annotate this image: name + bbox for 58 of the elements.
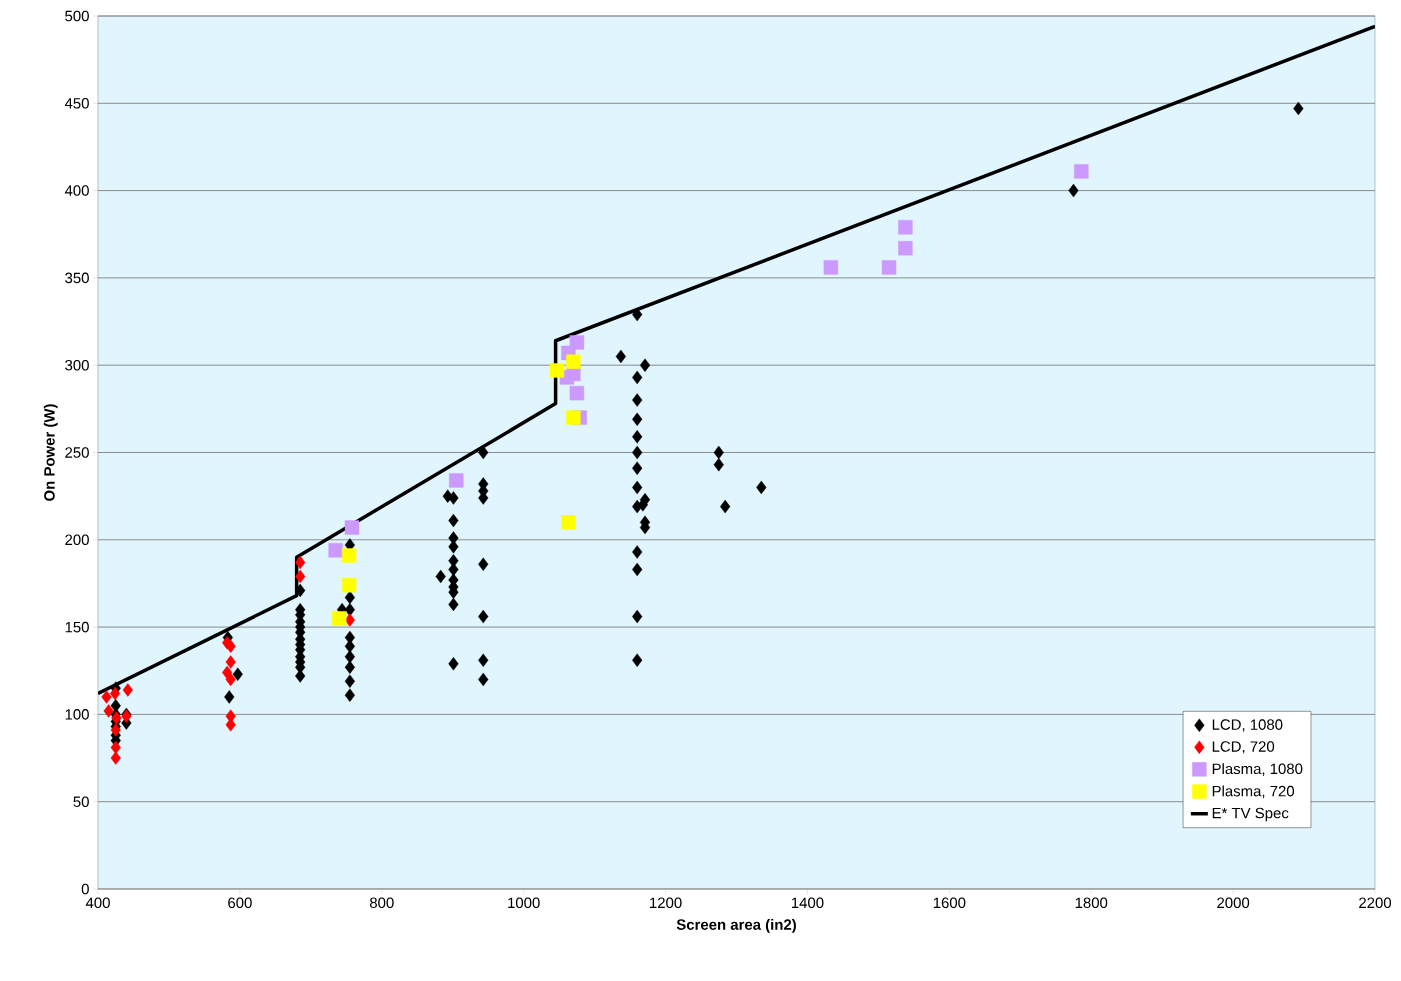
point <box>566 410 581 425</box>
point <box>561 515 576 530</box>
y-tick-label: 300 <box>65 359 89 371</box>
point <box>225 672 236 687</box>
point <box>898 220 913 235</box>
point <box>225 718 236 732</box>
y-tick-label: 50 <box>73 796 89 807</box>
point <box>1074 164 1089 179</box>
point <box>341 548 357 563</box>
x-axis-title: Screen area (in2) <box>676 918 796 933</box>
y-tick-label: 500 <box>65 10 89 22</box>
x-tick-label: 600 <box>228 897 252 909</box>
point <box>341 577 357 593</box>
x-tick-label: 1800 <box>1075 897 1108 909</box>
y-tick-label: 350 <box>65 272 89 284</box>
y-tick-label: 0 <box>81 883 89 895</box>
point <box>225 655 236 669</box>
x-tick-label: 1600 <box>933 897 966 909</box>
point <box>449 473 464 488</box>
legend-label: E* TV Spec <box>1212 807 1289 822</box>
point <box>110 751 121 765</box>
legend-label: LCD, 1080 <box>1212 719 1283 732</box>
point <box>823 260 839 275</box>
point <box>295 569 306 584</box>
point <box>110 740 121 755</box>
point <box>344 520 360 535</box>
point <box>295 555 306 570</box>
x-tick-label: 400 <box>85 897 110 909</box>
point <box>111 711 122 725</box>
x-tick-label: 1000 <box>508 897 540 909</box>
y-axis-title: On Power (W) <box>43 404 58 501</box>
legend-label: Plasma, 720 <box>1212 785 1295 799</box>
y-tick-label: 150 <box>65 621 89 633</box>
y-tick-label: 400 <box>64 185 89 196</box>
x-tick-label: 1400 <box>791 897 824 909</box>
y-tick-label: 100 <box>65 709 89 720</box>
x-tick-label: 2000 <box>1217 897 1250 909</box>
point <box>101 690 112 704</box>
point <box>122 683 133 697</box>
line-series <box>98 24 1376 696</box>
point <box>898 241 913 256</box>
point <box>881 260 897 275</box>
point <box>566 354 581 369</box>
point <box>332 611 347 626</box>
y-tick-label: 250 <box>65 447 89 458</box>
point <box>328 543 343 558</box>
y-tick-label: 450 <box>64 97 89 109</box>
x-tick-label: 1200 <box>650 897 682 909</box>
point <box>103 704 114 718</box>
point <box>344 613 355 627</box>
point <box>110 723 121 737</box>
y-tick-label: 200 <box>65 534 89 546</box>
point <box>569 385 585 401</box>
x-tick-label: 800 <box>369 897 394 909</box>
legend-label: Plasma, 1080 <box>1212 763 1303 776</box>
x-tick-label: 2200 <box>1359 897 1392 909</box>
legend-label: LCD, 720 <box>1212 741 1275 754</box>
point <box>549 363 565 378</box>
